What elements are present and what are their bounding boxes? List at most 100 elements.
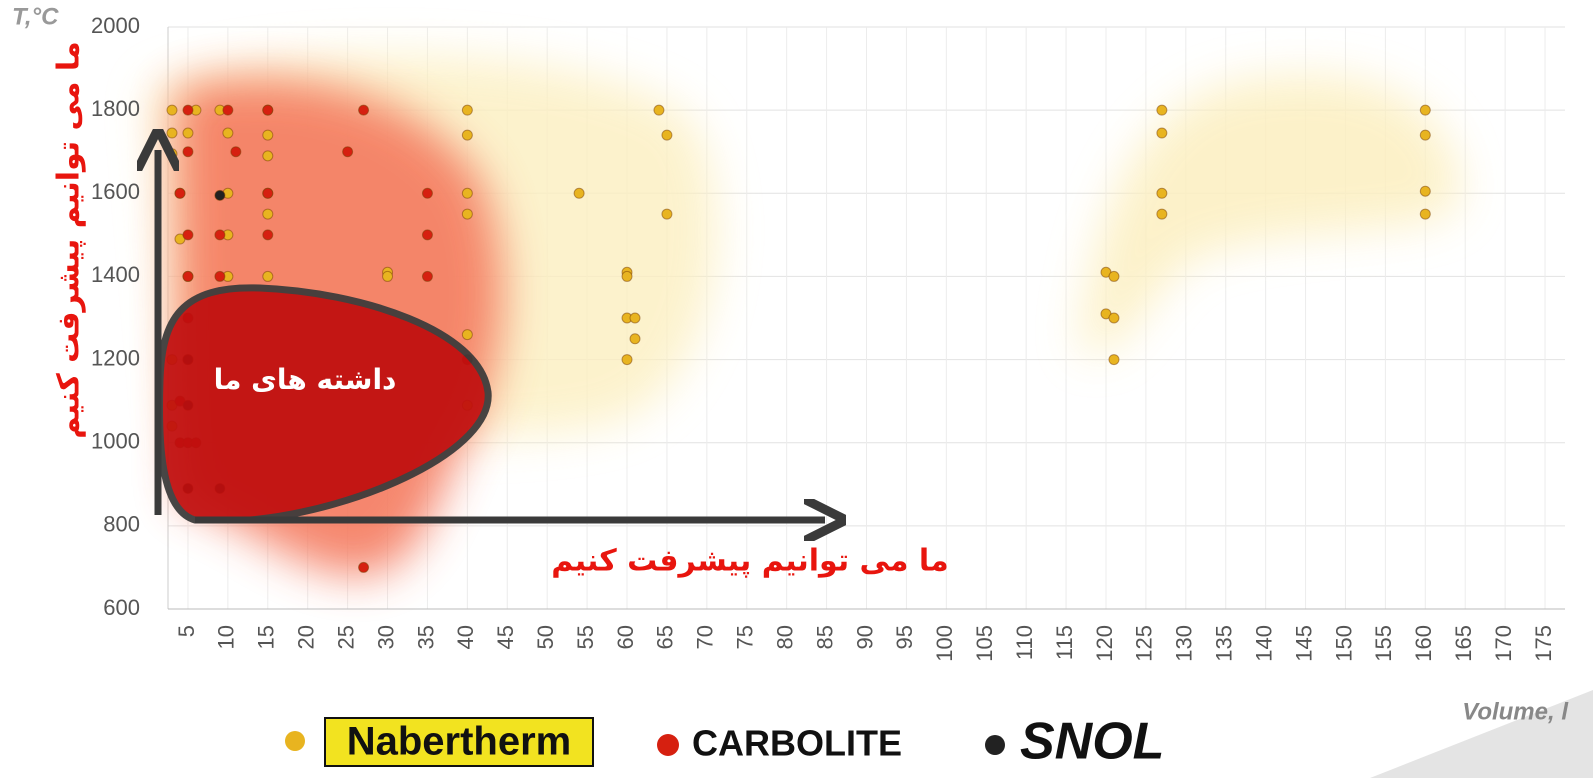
y-tick-label: 600 <box>103 595 140 620</box>
data-point <box>422 230 432 240</box>
x-tick-label: 125 <box>1132 625 1157 662</box>
data-point <box>1109 271 1119 281</box>
data-point <box>462 130 472 140</box>
x-tick-label: 50 <box>533 625 558 649</box>
legend-marker <box>657 734 679 756</box>
y-tick-label: 1400 <box>91 262 140 287</box>
y-tick-label: 1200 <box>91 345 140 370</box>
data-point <box>263 271 273 281</box>
data-point <box>359 562 369 572</box>
data-point <box>462 209 472 219</box>
data-point <box>167 105 177 115</box>
data-point <box>223 128 233 138</box>
data-point <box>231 147 241 157</box>
data-point <box>1157 188 1167 198</box>
data-point <box>1420 209 1430 219</box>
x-tick-label: 90 <box>852 625 877 649</box>
data-point <box>622 355 632 365</box>
x-tick-label: 95 <box>892 625 917 649</box>
legend-label: SNOL <box>1020 713 1164 771</box>
data-point <box>1157 128 1167 138</box>
data-point <box>167 128 177 138</box>
data-point <box>1420 186 1430 196</box>
annotation: ما می توانیم پیشرفت کنیم <box>52 41 87 439</box>
x-tick-label: 85 <box>812 625 837 649</box>
x-tick-label: 155 <box>1371 625 1396 662</box>
x-tick-label: 5 <box>174 625 199 637</box>
data-point <box>263 188 273 198</box>
yellow-region <box>1080 76 1460 354</box>
legend: Nabertherm CARBOLITE SNOL <box>285 713 1164 771</box>
data-point <box>183 230 193 240</box>
legend-label: CARBOLITE <box>692 723 902 764</box>
x-tick-label: 115 <box>1052 625 1077 660</box>
data-point <box>1420 130 1430 140</box>
data-point <box>662 209 672 219</box>
x-tick-label: 35 <box>413 625 438 649</box>
data-point <box>622 271 632 281</box>
y-tick-label: 800 <box>103 512 140 537</box>
data-point <box>263 151 273 161</box>
x-tick-label: 130 <box>1172 625 1197 662</box>
data-point <box>263 230 273 240</box>
annotation: داشته های ما <box>214 363 397 396</box>
data-point <box>183 128 193 138</box>
data-point <box>223 105 233 115</box>
data-point <box>1157 209 1167 219</box>
x-tick-label: 120 <box>1092 625 1117 662</box>
data-point <box>1157 105 1167 115</box>
x-tick-label: 45 <box>493 625 518 649</box>
x-tick-label: 170 <box>1491 625 1516 662</box>
x-tick-label: 175 <box>1531 625 1556 662</box>
data-point <box>422 188 432 198</box>
data-point <box>574 188 584 198</box>
x-tick-label: 15 <box>254 625 279 649</box>
x-tick-label: 75 <box>733 625 758 649</box>
x-tick-label: 145 <box>1291 625 1316 662</box>
x-tick-label: 110 <box>1012 625 1037 660</box>
data-point <box>183 105 193 115</box>
y-tick-label: 2000 <box>91 13 140 38</box>
x-tick-label: 25 <box>333 625 358 649</box>
data-point <box>462 188 472 198</box>
chart: T,°C Volume, l ما می توانیم پیشرفت کنیم … <box>0 0 1593 778</box>
x-tick-label: 65 <box>653 625 678 649</box>
data-point <box>662 130 672 140</box>
y-tick-label: 1000 <box>91 429 140 454</box>
x-tick-label: 80 <box>772 625 797 649</box>
legend-marker <box>285 731 305 751</box>
data-point <box>183 147 193 157</box>
data-point <box>630 334 640 344</box>
data-point <box>654 105 664 115</box>
data-point <box>215 230 225 240</box>
y-axis-label: T,°C <box>12 3 59 30</box>
data-point <box>1109 355 1119 365</box>
x-tick-label: 105 <box>972 625 997 662</box>
y-tick-label: 1800 <box>91 96 140 121</box>
x-tick-label: 55 <box>573 625 598 649</box>
x-tick-label: 135 <box>1212 625 1237 662</box>
data-point <box>462 330 472 340</box>
x-tick-label: 70 <box>693 625 718 649</box>
x-axis-label: Volume, l <box>1462 698 1569 725</box>
data-point <box>215 271 225 281</box>
data-point <box>630 313 640 323</box>
data-point <box>263 105 273 115</box>
data-point <box>383 271 393 281</box>
x-tick-label: 165 <box>1451 625 1476 662</box>
data-point <box>183 271 193 281</box>
data-point <box>1109 313 1119 323</box>
x-tick-label: 30 <box>373 625 398 649</box>
x-tick-label: 160 <box>1411 625 1436 662</box>
page: T,°C Volume, l ما می توانیم پیشرفت کنیم … <box>0 0 1593 778</box>
data-point <box>462 105 472 115</box>
data-point <box>175 188 185 198</box>
data-point <box>343 147 353 157</box>
data-point <box>215 190 225 200</box>
x-tick-label: 20 <box>294 625 319 649</box>
data-point <box>422 271 432 281</box>
x-tick-label: 60 <box>613 625 638 649</box>
x-tick-label: 100 <box>932 625 957 662</box>
data-point <box>167 149 177 159</box>
data-point <box>263 209 273 219</box>
